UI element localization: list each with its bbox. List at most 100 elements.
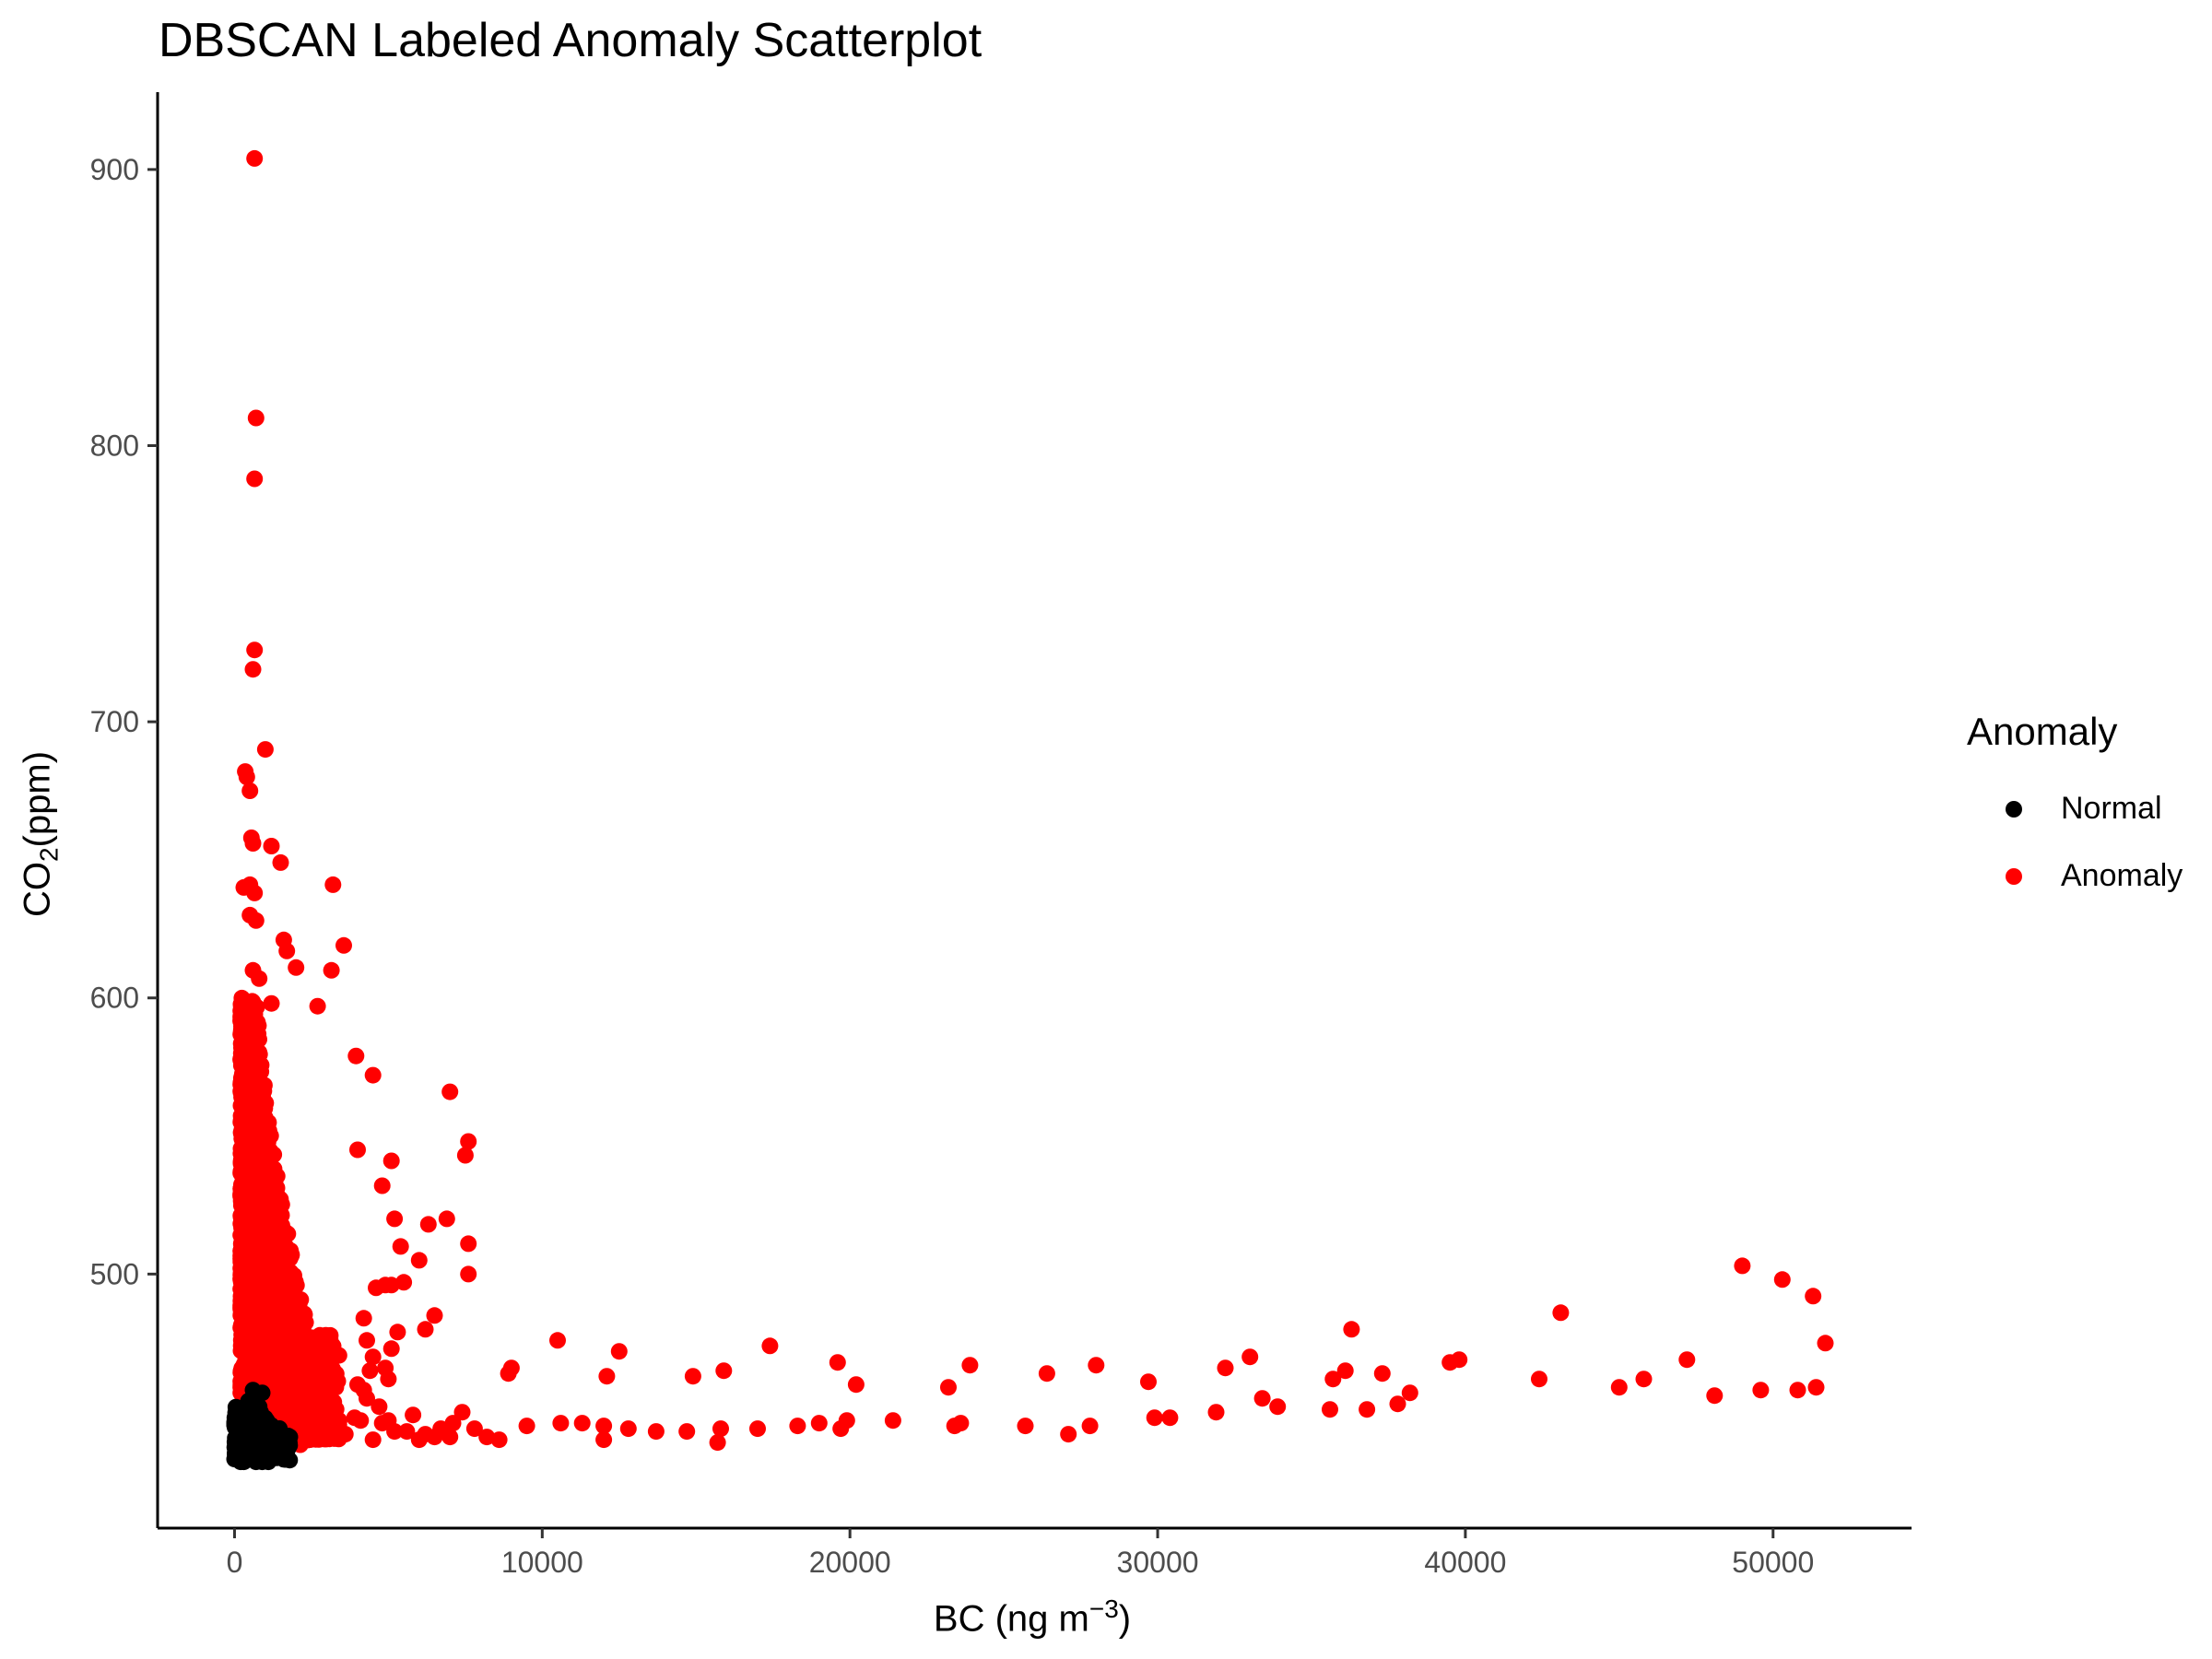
anomaly-point	[232, 1292, 250, 1310]
anomaly-point	[236, 1006, 253, 1024]
anomaly-point	[838, 1412, 855, 1430]
x-tick-label: 40000	[1424, 1546, 1506, 1579]
anomaly-point	[288, 1305, 305, 1323]
anomaly-point	[884, 1412, 901, 1430]
x-axis-label: BC (ng m−3)	[934, 1594, 1131, 1640]
x-axis-label-superscript: −3	[1088, 1594, 1119, 1623]
anomaly-point	[286, 1266, 302, 1284]
anomaly-point	[1706, 1387, 1724, 1405]
anomaly-point	[549, 1332, 566, 1349]
anomaly-point	[610, 1343, 628, 1360]
anomaly-point	[749, 1420, 766, 1438]
anomaly-point	[1678, 1351, 1696, 1369]
x-tick-label: 20000	[809, 1546, 891, 1579]
anomaly-point	[266, 1174, 284, 1192]
anomaly-point	[847, 1376, 865, 1394]
anomaly-point	[398, 1423, 416, 1441]
anomaly-point	[254, 1093, 272, 1111]
anomaly-point	[323, 961, 340, 979]
anomaly-point	[330, 1414, 347, 1431]
anomaly-point	[382, 1277, 400, 1294]
y-axis-label-base: CO	[17, 862, 58, 918]
anomaly-point	[1017, 1418, 1034, 1435]
anomaly-point	[410, 1252, 428, 1269]
anomaly-point	[352, 1412, 370, 1430]
anomaly-point	[1635, 1371, 1653, 1388]
anomaly-point	[1324, 1371, 1342, 1388]
anomaly-point	[1336, 1362, 1354, 1380]
anomaly-point	[386, 1423, 404, 1441]
anomaly-point	[1140, 1373, 1157, 1391]
anomaly-point	[246, 884, 264, 901]
anomaly-point	[460, 1235, 477, 1253]
legend-swatch-normal	[2006, 801, 2022, 818]
anomaly-point	[234, 1168, 251, 1184]
anomaly-point	[355, 1310, 372, 1327]
y-axis-label: CO2(ppm)	[18, 751, 65, 917]
anomaly-point	[456, 1147, 474, 1164]
anomaly-point	[359, 1332, 375, 1349]
anomaly-point	[1088, 1357, 1105, 1374]
anomaly-point	[364, 1431, 382, 1449]
anomaly-point	[237, 1049, 254, 1065]
anomaly-point	[244, 1240, 262, 1257]
anomaly-point	[283, 1384, 300, 1402]
anomaly-point	[232, 1240, 250, 1257]
anomaly-point	[761, 1337, 779, 1355]
anomaly-point	[251, 970, 268, 987]
anomaly-point	[265, 1363, 283, 1381]
y-axis-label-subscript: 2	[34, 847, 64, 863]
anomaly-point	[1269, 1398, 1287, 1416]
y-tick-label: 700	[90, 705, 139, 738]
anomaly-points	[232, 149, 1834, 1453]
anomaly-point	[410, 1431, 428, 1449]
anomaly-point	[253, 1063, 270, 1080]
anomaly-point	[1038, 1365, 1055, 1382]
anomaly-point	[712, 1420, 729, 1438]
legend-label-anomaly: Anomaly	[2061, 858, 2183, 893]
chart-title: DBSCAN Labeled Anomaly Scatterplot	[159, 14, 982, 67]
anomaly-point	[327, 1365, 345, 1382]
anomaly-point	[288, 1288, 305, 1306]
anomaly-point	[373, 1177, 391, 1194]
anomaly-point	[242, 1181, 260, 1198]
anomaly-point	[1401, 1384, 1418, 1402]
anomaly-point	[1343, 1321, 1360, 1338]
anomaly-point	[678, 1423, 696, 1441]
y-tick-label: 800	[90, 429, 139, 463]
anomaly-point	[264, 1246, 281, 1264]
anomaly-point	[239, 1109, 256, 1126]
anomaly-point	[247, 912, 265, 929]
anomaly-point	[256, 741, 274, 759]
anomaly-point	[518, 1418, 535, 1435]
anomaly-point	[1531, 1371, 1547, 1388]
anomaly-point	[647, 1423, 665, 1441]
anomaly-point	[234, 1069, 252, 1087]
normal-point	[227, 1444, 243, 1462]
anomaly-point	[810, 1415, 828, 1432]
legend-label-normal: Normal	[2061, 791, 2162, 826]
anomaly-point	[253, 1193, 271, 1209]
anomaly-point	[478, 1429, 496, 1446]
anomaly-point	[258, 1133, 276, 1150]
anomaly-point	[249, 1271, 266, 1288]
anomaly-point	[502, 1359, 520, 1377]
anomaly-point	[386, 1210, 404, 1228]
anomaly-point	[595, 1418, 613, 1435]
anomaly-point	[419, 1216, 437, 1233]
anomaly-point	[382, 1152, 400, 1170]
anomaly-point	[1373, 1365, 1391, 1382]
anomaly-point	[256, 1333, 274, 1350]
anomaly-point	[377, 1359, 394, 1377]
anomaly-point	[573, 1415, 591, 1432]
anomaly-point	[598, 1368, 616, 1385]
anomaly-point	[684, 1368, 701, 1385]
anomaly-point	[595, 1431, 613, 1449]
anomaly-point	[1217, 1359, 1234, 1377]
anomaly-point	[278, 942, 296, 959]
anomaly-point	[789, 1418, 806, 1435]
anomaly-point	[1060, 1426, 1077, 1443]
anomaly-point	[1161, 1409, 1179, 1427]
anomaly-point	[364, 1348, 382, 1366]
anomaly-point	[355, 1382, 372, 1399]
